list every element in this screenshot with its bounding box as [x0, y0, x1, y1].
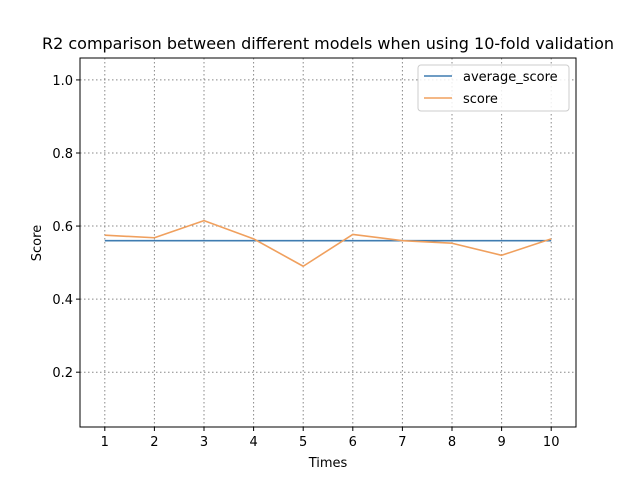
series-lines: [104, 219, 552, 268]
x-tick-label: 6: [349, 435, 357, 450]
legend-box: [417, 64, 570, 112]
x-axis-label: Times: [308, 456, 348, 471]
x-tick-label: 1: [101, 435, 109, 450]
y-tick-label: 0.4: [52, 293, 73, 308]
axis-ticks: 1 2 3 4 5 6 7 8 9 10 0.2 0.4 0.6 0.8 1.0: [52, 74, 559, 450]
series-line-score: [104, 219, 552, 268]
y-tick-label: 0.8: [52, 147, 73, 162]
x-tick-label: 9: [497, 435, 505, 450]
y-axis-label: Score: [30, 225, 45, 261]
legend: average_score score: [417, 64, 570, 112]
y-tick-label: 0.6: [52, 220, 73, 235]
y-tick-label: 1.0: [52, 74, 73, 89]
legend-label-average-score: average_score: [463, 70, 558, 85]
plot-frame: [79, 57, 577, 428]
x-tick-label: 7: [398, 435, 406, 450]
x-tick-label: 10: [543, 435, 560, 450]
grid: [80, 58, 576, 427]
x-tick-label: 2: [150, 435, 158, 450]
x-tick-label: 5: [299, 435, 307, 450]
chart-title: R2 comparison between different models w…: [42, 34, 614, 53]
y-tick-label: 0.2: [52, 366, 73, 381]
x-tick-label: 8: [448, 435, 456, 450]
x-tick-label: 4: [249, 435, 257, 450]
legend-label-score: score: [463, 92, 498, 107]
x-tick-label: 3: [200, 435, 208, 450]
